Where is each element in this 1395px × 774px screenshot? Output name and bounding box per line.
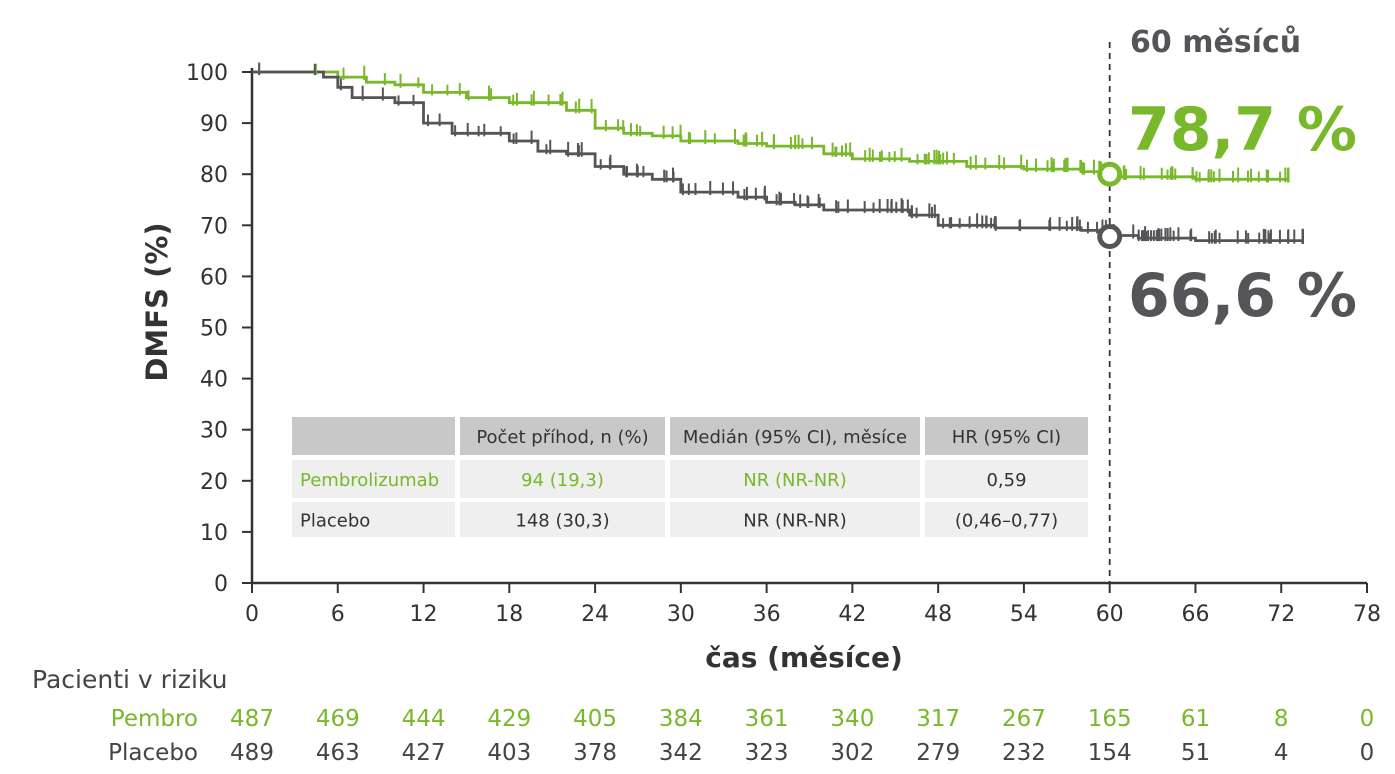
y-tick-label: 40 <box>200 368 228 393</box>
y-tick-label: 70 <box>200 214 228 239</box>
table-cell-text: 94 (19,3) <box>521 470 604 491</box>
x-tick-label: 6 <box>331 602 345 627</box>
y-tick-label: 30 <box>200 419 228 444</box>
y-tick-label: 100 <box>186 61 228 86</box>
at-risk-placebo-value: 427 <box>402 740 446 766</box>
table-cell <box>460 460 665 498</box>
at-risk-placebo-value: 323 <box>745 740 789 766</box>
at-risk-pembro-value: 165 <box>1088 706 1132 732</box>
x-tick-label: 72 <box>1267 602 1295 627</box>
at-risk-pembro-value: 8 <box>1274 706 1289 732</box>
table-header-cell <box>460 417 665 455</box>
x-tick-label: 66 <box>1181 602 1209 627</box>
y-tick-label: 0 <box>214 572 228 597</box>
y-tick-label: 90 <box>200 112 228 137</box>
x-tick-label: 42 <box>838 602 866 627</box>
at-risk-placebo-value: 403 <box>487 740 531 766</box>
table-cell <box>670 460 920 498</box>
placebo-curve <box>252 70 1303 242</box>
at-risk-placebo-value: 378 <box>573 740 617 766</box>
at-risk-pembro-value: 317 <box>916 706 960 732</box>
at-risk-placebo-value: 51 <box>1181 740 1210 766</box>
pembro-landmark-value: 78,7 % <box>1128 95 1357 165</box>
at-risk-placebo-value: 154 <box>1088 740 1132 766</box>
x-tick-label: 24 <box>581 602 609 627</box>
x-tick-label: 18 <box>495 602 523 627</box>
table-cell-text: (0,46–0,77) <box>955 511 1058 532</box>
table-cell <box>292 502 455 537</box>
at-risk-placebo-value: 342 <box>659 740 703 766</box>
table-cell <box>670 502 920 537</box>
x-tick-label: 36 <box>753 602 781 627</box>
x-axis-label: čas (měsíce) <box>705 641 903 674</box>
y-tick-label: 50 <box>200 317 228 342</box>
at-risk-placebo-value: 0 <box>1360 740 1375 766</box>
at-risk-pembro-label: Pembro <box>111 706 198 732</box>
at-risk-placebo-value: 4 <box>1274 740 1289 766</box>
table-header-cell <box>925 417 1088 455</box>
table-cell-text: 0,59 <box>986 470 1026 491</box>
at-risk-pembro-value: 340 <box>830 706 874 732</box>
at-risk-title: Pacienti v riziku <box>32 665 227 694</box>
x-tick-label: 54 <box>1010 602 1038 627</box>
y-tick-label: 10 <box>200 521 228 546</box>
y-tick-label: 80 <box>200 163 228 188</box>
y-tick-label: 60 <box>200 265 228 290</box>
table-cell-text: Placebo <box>300 511 370 532</box>
table-header-cell <box>670 417 920 455</box>
table-cell-text: Pembrolizumab <box>300 470 439 491</box>
x-tick-label: 78 <box>1353 602 1381 627</box>
at-risk-placebo-value: 489 <box>230 740 274 766</box>
at-risk-pembro-value: 405 <box>573 706 617 732</box>
pembro-curve <box>252 70 1289 181</box>
x-tick-label: 48 <box>924 602 952 627</box>
table-header-text: Počet příhod, n (%) <box>476 427 648 448</box>
table-cell-text: 148 (30,3) <box>515 511 609 532</box>
at-risk-placebo-value: 232 <box>1002 740 1046 766</box>
table-header-text: HR (95% CI) <box>952 427 1061 448</box>
pembro-landmark-marker <box>1097 161 1123 187</box>
at-risk-pembro-value: 267 <box>1002 706 1046 732</box>
landmark-label: 60 měsíců <box>1130 24 1301 60</box>
table-cell <box>925 502 1088 537</box>
table-cell <box>292 460 455 498</box>
table-header-cell <box>292 417 455 455</box>
at-risk-pembro-value: 469 <box>316 706 360 732</box>
table-cell <box>460 502 665 537</box>
table-header-text: Medián (95% CI), měsíce <box>683 427 907 448</box>
at-risk-pembro-value: 487 <box>230 706 274 732</box>
at-risk-pembro-value: 0 <box>1360 706 1375 732</box>
at-risk-placebo-value: 463 <box>316 740 360 766</box>
x-tick-label: 60 <box>1096 602 1124 627</box>
at-risk-placebo-label: Placebo <box>108 740 198 766</box>
at-risk-pembro-value: 361 <box>745 706 789 732</box>
at-risk-placebo-value: 279 <box>916 740 960 766</box>
placebo-landmark-value: 66,6 % <box>1128 261 1357 331</box>
y-axis-label: DMFS (%) <box>140 222 174 381</box>
x-tick-label: 30 <box>667 602 695 627</box>
x-tick-label: 12 <box>410 602 438 627</box>
table-cell-text: NR (NR-NR) <box>743 511 846 532</box>
y-tick-label: 20 <box>200 470 228 495</box>
at-risk-pembro-value: 384 <box>659 706 703 732</box>
at-risk-pembro-value: 61 <box>1181 706 1210 732</box>
x-tick-label: 0 <box>245 602 259 627</box>
at-risk-pembro-value: 429 <box>487 706 531 732</box>
table-cell-text: NR (NR-NR) <box>743 470 846 491</box>
placebo-landmark-marker <box>1097 224 1123 250</box>
at-risk-pembro-value: 444 <box>402 706 446 732</box>
table-cell <box>925 460 1088 498</box>
at-risk-placebo-value: 302 <box>830 740 874 766</box>
